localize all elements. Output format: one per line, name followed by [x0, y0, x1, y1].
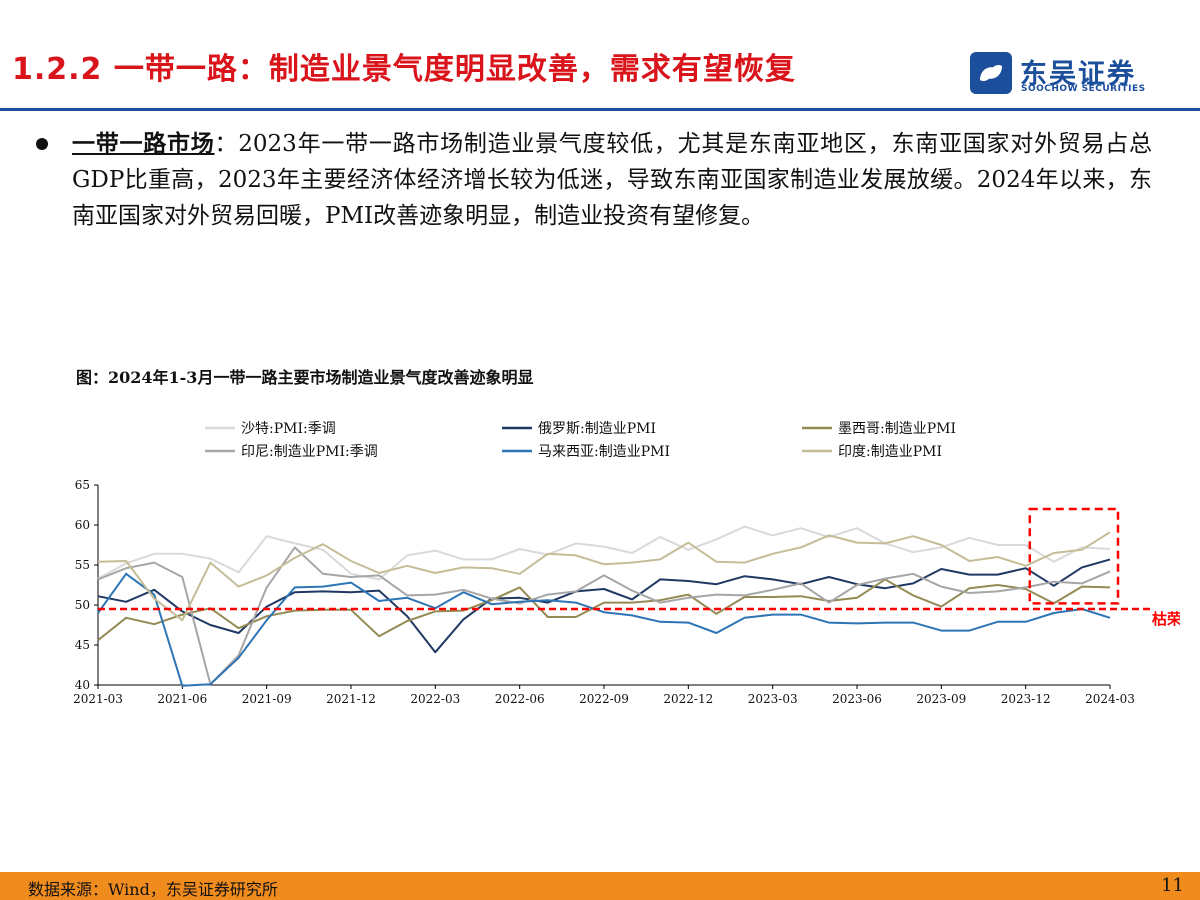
series-line-4 [97, 546, 1111, 686]
data-source: 数据来源：Wind，东吴证券研究所 [28, 880, 278, 899]
legend-label-4: 印尼:制造业PMI:季调 [241, 444, 378, 460]
x-tick-label: 2022-03 [410, 692, 460, 706]
x-tick-label: 2023-03 [748, 692, 798, 706]
pmi-line-chart: 40 45 50 55 60 65 2021-03 2021-06 2021-09 2021-12… [73, 421, 1180, 706]
x-tick-label: 2023-09 [916, 692, 966, 706]
page-number: 11 [1161, 875, 1184, 896]
series-line-3 [97, 578, 1111, 641]
y-tick-label: 45 [75, 638, 90, 652]
x-tick-label: 2022-09 [579, 692, 629, 706]
legend-label-2: 俄罗斯:制造业PMI [538, 421, 656, 437]
x-tick-label: 2024-03 [1085, 692, 1135, 706]
y-tick-label: 50 [75, 598, 90, 612]
series-line-1 [97, 525, 1111, 581]
legend-label-6: 印度:制造业PMI [838, 444, 942, 460]
page-title: 1.2.2 一带一路：制造业景气度明显改善，需求有望恢复 [12, 52, 796, 87]
bullet-keyword: 一带一路市场 [72, 130, 215, 157]
logo-text: 东吴证券 [1020, 59, 1136, 90]
y-tick-label: 60 [75, 518, 90, 532]
series-line-6 [97, 531, 1111, 622]
logo-mark-icon [970, 52, 1012, 94]
logo-subtext: SOOCHOW SECURITIES [1021, 84, 1146, 94]
x-tick-label: 2023-12 [1001, 692, 1051, 706]
x-tick-label: 2021-03 [73, 692, 123, 706]
highlight-box [1028, 507, 1120, 605]
bullet-body: ：2023年一带一路市场制造业景气度较低，尤其是东南亚地区，东南亚国家对外贸易占… [72, 131, 1152, 229]
x-tick-label: 2021-09 [242, 692, 292, 706]
chart-caption: 图：2024年1-3月一带一路主要市场制造业景气度改善迹象明显 [76, 368, 534, 387]
legend-label-3: 墨西哥:制造业PMI [838, 421, 956, 437]
series-line-5 [97, 572, 1111, 687]
bullet-paragraph: 一带一路市场：2023年一带一路市场制造业景气度较低，尤其是东南亚地区，东南亚国… [72, 126, 1152, 234]
legend-label-5: 马来西亚:制造业PMI [538, 444, 670, 460]
x-tick-label: 2023-06 [832, 692, 882, 706]
y-tick-label: 65 [75, 478, 90, 492]
series-line-2 [97, 558, 1111, 654]
x-tick-label: 2021-12 [326, 692, 376, 706]
page-header: 1.2.2 一带一路：制造业景气度明显改善，需求有望恢复 东吴证券 SOOCHO… [0, 0, 1200, 111]
legend-label-1: 沙特:PMI:季调 [241, 421, 336, 437]
page-footer: 数据来源：Wind，东吴证券研究所 11 [0, 872, 1200, 900]
x-tick-label: 2022-06 [495, 692, 545, 706]
bullet-dot-icon [36, 138, 48, 150]
x-tick-label: 2021-06 [157, 692, 207, 706]
y-tick-label: 55 [75, 558, 90, 572]
company-logo: 东吴证券 SOOCHOW SECURITIES [968, 50, 1188, 100]
reference-line-label: 枯荣线 [1152, 610, 1180, 628]
x-tick-label: 2022-12 [663, 692, 713, 706]
y-tick-label: 40 [75, 678, 90, 692]
header-divider [0, 108, 1200, 111]
